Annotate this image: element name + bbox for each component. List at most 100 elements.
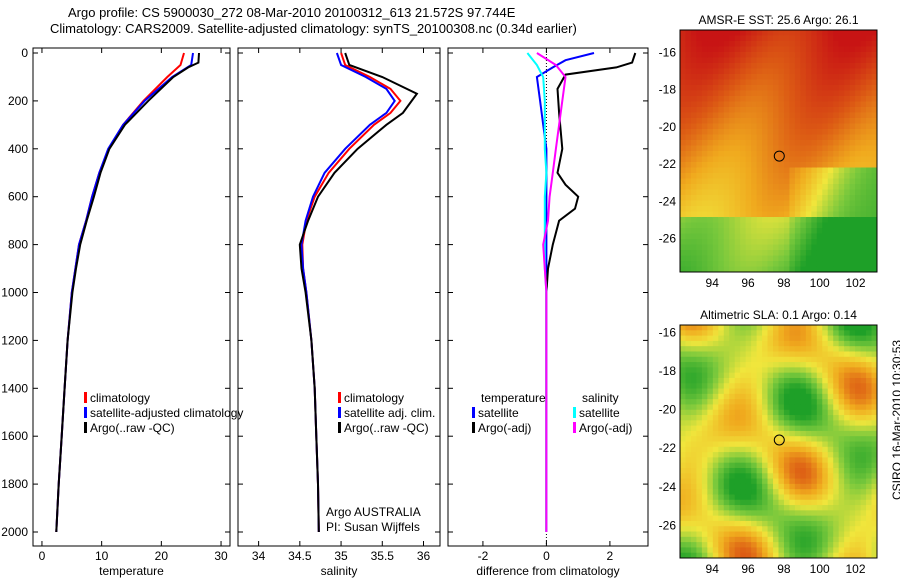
map-cell bbox=[680, 377, 686, 384]
map-cell bbox=[778, 467, 785, 474]
map-cell bbox=[778, 483, 785, 490]
map-cell bbox=[844, 200, 851, 207]
map-cell bbox=[833, 228, 840, 234]
map-cell bbox=[783, 367, 790, 374]
map-cell bbox=[734, 515, 741, 522]
series-line-argo-raw-qc- bbox=[55, 52, 200, 533]
map-cell bbox=[811, 420, 818, 427]
map-cell bbox=[871, 489, 878, 495]
map-cell bbox=[767, 325, 774, 331]
map-cell bbox=[783, 547, 790, 554]
map-cell bbox=[756, 266, 763, 273]
map-cell bbox=[866, 526, 873, 533]
map-cell bbox=[685, 30, 692, 36]
map-cell bbox=[723, 261, 730, 267]
map-cell bbox=[740, 409, 747, 416]
map-cell bbox=[805, 325, 812, 331]
map-x-tick-label: 96 bbox=[741, 562, 755, 576]
map-cell bbox=[690, 446, 697, 453]
map-cell bbox=[805, 173, 812, 179]
map-cell bbox=[712, 510, 719, 517]
map-cell bbox=[783, 250, 790, 256]
map-cell bbox=[696, 129, 703, 135]
map-cell bbox=[800, 173, 807, 179]
map-cell bbox=[685, 250, 692, 256]
map-cell bbox=[680, 156, 686, 163]
map-cell bbox=[723, 189, 730, 196]
map-cell bbox=[696, 536, 703, 543]
map-cell bbox=[696, 239, 703, 245]
map-cell bbox=[800, 457, 807, 464]
map-cell bbox=[707, 436, 714, 442]
map-cell bbox=[756, 330, 763, 337]
map-cell bbox=[696, 178, 703, 185]
map-cell bbox=[707, 211, 714, 218]
map-cell bbox=[844, 52, 851, 58]
map-cell bbox=[718, 46, 725, 53]
map-cell bbox=[690, 388, 697, 395]
map-cell bbox=[690, 123, 697, 130]
map-cell bbox=[789, 63, 796, 69]
map-cell bbox=[849, 162, 856, 168]
y-tick-label: 400 bbox=[8, 142, 28, 156]
map-cell bbox=[756, 377, 763, 384]
map-cell bbox=[838, 140, 845, 146]
map-cell bbox=[680, 367, 686, 374]
map-cell bbox=[734, 145, 741, 152]
map-cell bbox=[690, 162, 697, 168]
map-cell bbox=[827, 547, 834, 554]
map-cell bbox=[690, 441, 697, 448]
map-cell bbox=[751, 63, 758, 69]
map-cell bbox=[723, 552, 730, 559]
map-cell bbox=[789, 404, 796, 411]
map-cell bbox=[696, 436, 703, 442]
map-cell bbox=[729, 30, 736, 36]
map-cell bbox=[794, 536, 801, 543]
map-cell bbox=[778, 239, 785, 245]
map-cell bbox=[855, 409, 862, 416]
map-cell bbox=[745, 452, 752, 458]
map-cell bbox=[734, 409, 741, 416]
map-cell bbox=[844, 420, 851, 427]
map-cell bbox=[805, 372, 812, 379]
map-cell bbox=[855, 510, 862, 517]
map-cell bbox=[767, 112, 774, 119]
map-cell bbox=[811, 542, 818, 548]
map-cell bbox=[783, 255, 790, 262]
map-cell bbox=[838, 515, 845, 522]
map-cell bbox=[838, 520, 845, 527]
map-cell bbox=[740, 101, 747, 108]
map-cell bbox=[827, 531, 834, 538]
x-tick-label: 30 bbox=[214, 549, 228, 563]
map-cell bbox=[860, 494, 867, 501]
map-cell bbox=[827, 134, 834, 141]
map-cell bbox=[701, 151, 708, 157]
map-cell bbox=[871, 330, 878, 337]
map-cell bbox=[707, 74, 714, 80]
map-cell bbox=[729, 362, 736, 368]
map-cell bbox=[783, 452, 790, 458]
map-cell bbox=[849, 483, 856, 490]
map-cell bbox=[849, 90, 856, 97]
map-cell bbox=[773, 367, 779, 374]
map-cell bbox=[712, 134, 719, 141]
map-cell bbox=[833, 531, 840, 538]
map-cell bbox=[794, 542, 801, 548]
map-cell bbox=[745, 330, 752, 337]
map-cell bbox=[707, 340, 714, 347]
map-cell bbox=[866, 393, 873, 400]
map-cell bbox=[685, 200, 692, 207]
map-cell bbox=[712, 552, 719, 559]
map-cell bbox=[822, 244, 829, 251]
map-cell bbox=[729, 52, 736, 58]
map-cell bbox=[871, 239, 878, 245]
map-cell bbox=[838, 542, 845, 548]
map-cell bbox=[844, 222, 851, 229]
map-cell bbox=[707, 552, 714, 559]
map-cell bbox=[800, 46, 807, 53]
map-cell bbox=[871, 457, 878, 464]
map-cell bbox=[805, 367, 812, 374]
map-cell bbox=[773, 452, 779, 458]
map-cell bbox=[740, 195, 747, 201]
